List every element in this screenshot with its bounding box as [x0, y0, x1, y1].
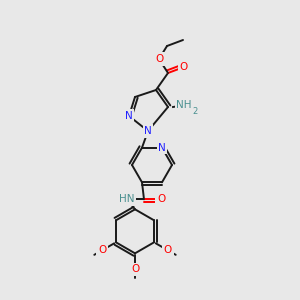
Text: O: O — [155, 54, 163, 64]
Text: 2: 2 — [192, 107, 198, 116]
Text: O: O — [131, 264, 139, 274]
Text: O: O — [98, 245, 106, 255]
Text: HN: HN — [119, 194, 135, 204]
Text: O: O — [180, 62, 188, 72]
Text: O: O — [157, 194, 165, 204]
Text: N: N — [144, 126, 152, 136]
Text: N: N — [125, 111, 133, 121]
Text: N: N — [158, 143, 166, 153]
Text: O: O — [164, 245, 172, 255]
Text: NH: NH — [176, 100, 192, 110]
